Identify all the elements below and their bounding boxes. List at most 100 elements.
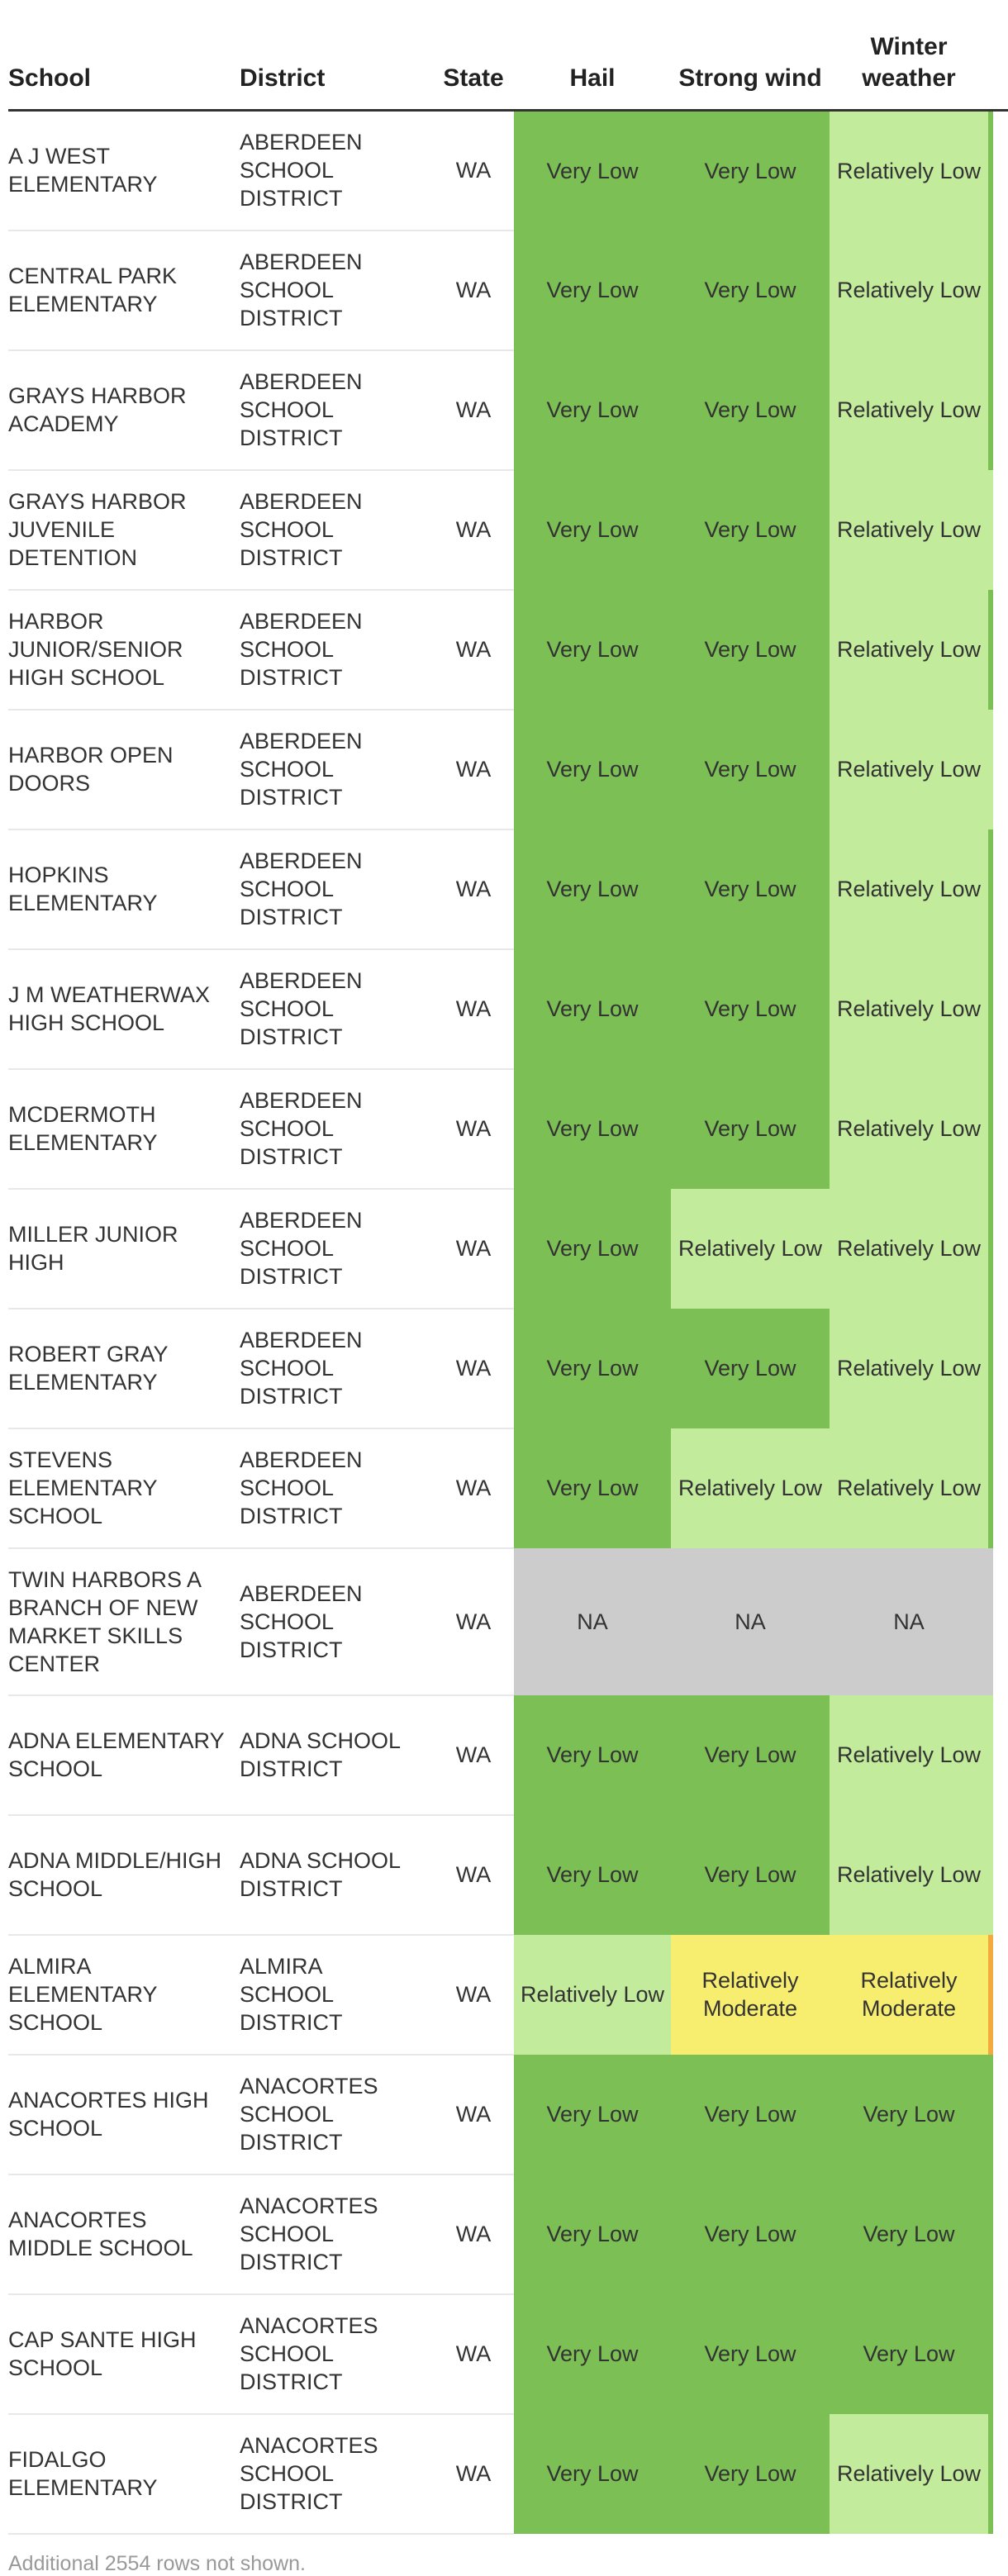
school-name-cell: CAP SANTE HIGH SCHOOL: [8, 2293, 240, 2415]
cut-off-risk-cell: [988, 709, 1008, 829]
school-name-cell: A J WEST ELEMENTARY: [8, 110, 240, 231]
column-header-district[interactable]: District: [240, 17, 433, 112]
strong-wind-risk-cell: NA: [671, 1547, 830, 1695]
table-row: GRAYS HARBOR JUVENILE DETENTION ABERDEEN …: [8, 469, 1008, 591]
cut-off-risk-cell: [988, 1428, 1008, 1548]
column-header-state[interactable]: State: [433, 17, 514, 112]
winter-weather-risk-cell: Relatively Low: [830, 110, 988, 231]
cut-off-risk-cell: [988, 1188, 1008, 1309]
table-row: STEVENS ELEMENTARY SCHOOL ABERDEEN SCHOOL…: [8, 1428, 1008, 1549]
hail-risk-cell: NA: [514, 1547, 671, 1695]
cut-off-risk-cell: [988, 1547, 1008, 1695]
table-row: A J WEST ELEMENTARY ABERDEEN SCHOOL DISTR…: [8, 110, 1008, 231]
school-name-cell: ANACORTES HIGH SCHOOL: [8, 2054, 240, 2175]
table-body: A J WEST ELEMENTARY ABERDEEN SCHOOL DISTR…: [8, 110, 1008, 2535]
column-header-hail[interactable]: Hail: [514, 17, 671, 112]
winter-weather-risk-cell: Relatively Low: [830, 1308, 988, 1428]
winter-weather-risk-cell: Relatively Low: [830, 1068, 988, 1189]
strong-wind-risk-cell: Very Low: [671, 1308, 830, 1428]
hail-risk-cell: Very Low: [514, 469, 671, 590]
state-cell: WA: [433, 1188, 514, 1309]
district-name-cell: ABERDEEN SCHOOL DISTRICT: [240, 1428, 433, 1549]
winter-weather-risk-cell: Relatively Low: [830, 1694, 988, 1815]
column-header-winter-weather[interactable]: Winter weather: [830, 17, 988, 112]
table-row: MCDERMOTH ELEMENTARY ABERDEEN SCHOOL DIST…: [8, 1068, 1008, 1190]
state-cell: WA: [433, 1934, 514, 2056]
district-name-cell: ADNA SCHOOL DISTRICT: [240, 1814, 433, 1936]
school-name-cell: ADNA ELEMENTARY SCHOOL: [8, 1694, 240, 1816]
winter-weather-risk-cell: Relatively Low: [830, 948, 988, 1069]
cut-off-risk-cell: [988, 230, 1008, 350]
hail-risk-cell: Very Low: [514, 948, 671, 1069]
strong-wind-risk-cell: Very Low: [671, 469, 830, 590]
school-name-cell: FIDALGO ELEMENTARY: [8, 2413, 240, 2535]
state-cell: WA: [433, 589, 514, 711]
cut-off-risk-cell: [988, 2413, 1008, 2534]
hail-risk-cell: Very Low: [514, 110, 671, 231]
state-cell: WA: [433, 1547, 514, 1696]
cut-off-risk-cell: [988, 110, 1008, 231]
school-name-cell: TWIN HARBORS A BRANCH OF NEW MARKET SKIL…: [8, 1547, 240, 1696]
strong-wind-risk-cell: Very Low: [671, 110, 830, 231]
school-risk-table: School District State Hail Strong wind W…: [8, 17, 1008, 2535]
column-header-strong-wind[interactable]: Strong wind: [671, 17, 830, 112]
table-row: HARBOR JUNIOR/SENIOR HIGH SCHOOL ABERDEEN…: [8, 589, 1008, 711]
school-name-cell: ROBERT GRAY ELEMENTARY: [8, 1308, 240, 1429]
table-row: MILLER JUNIOR HIGH ABERDEEN SCHOOL DISTRI…: [8, 1188, 1008, 1309]
hail-risk-cell: Very Low: [514, 1428, 671, 1548]
winter-weather-risk-cell: Relatively Low: [830, 469, 988, 590]
school-name-cell: HARBOR OPEN DOORS: [8, 709, 240, 830]
strong-wind-risk-cell: Very Low: [671, 230, 830, 350]
hail-risk-cell: Very Low: [514, 1188, 671, 1309]
table-row: GRAYS HARBOR ACADEMY ABERDEEN SCHOOL DIST…: [8, 349, 1008, 471]
table-row: HOPKINS ELEMENTARY ABERDEEN SCHOOL DISTRI…: [8, 829, 1008, 950]
cut-off-risk-cell: [988, 2174, 1008, 2294]
state-cell: WA: [433, 709, 514, 830]
state-cell: WA: [433, 2293, 514, 2415]
cut-off-risk-cell: [988, 1814, 1008, 1935]
winter-weather-risk-cell: NA: [830, 1547, 988, 1695]
hail-risk-cell: Very Low: [514, 2174, 671, 2294]
winter-weather-risk-cell: Relatively Low: [830, 709, 988, 829]
district-name-cell: ABERDEEN SCHOOL DISTRICT: [240, 469, 433, 591]
column-header-cut-off: [988, 17, 1008, 112]
state-cell: WA: [433, 2174, 514, 2295]
state-cell: WA: [433, 1694, 514, 1816]
column-header-school[interactable]: School: [8, 17, 240, 112]
winter-weather-risk-cell: Relatively Low: [830, 230, 988, 350]
district-name-cell: ABERDEEN SCHOOL DISTRICT: [240, 1547, 433, 1696]
state-cell: WA: [433, 2413, 514, 2535]
table-row: ROBERT GRAY ELEMENTARY ABERDEEN SCHOOL DI…: [8, 1308, 1008, 1429]
strong-wind-risk-cell: Relatively Moderate: [671, 1934, 830, 2055]
table-row: J M WEATHERWAX HIGH SCHOOL ABERDEEN SCHOO…: [8, 948, 1008, 1070]
strong-wind-risk-cell: Relatively Low: [671, 1188, 830, 1309]
school-name-cell: HARBOR JUNIOR/SENIOR HIGH SCHOOL: [8, 589, 240, 711]
winter-weather-risk-cell: Very Low: [830, 2293, 988, 2414]
hail-risk-cell: Very Low: [514, 1068, 671, 1189]
winter-weather-risk-cell: Relatively Low: [830, 829, 988, 949]
state-cell: WA: [433, 948, 514, 1070]
winter-weather-risk-cell: Relatively Low: [830, 2413, 988, 2534]
hail-risk-cell: Very Low: [514, 1814, 671, 1935]
state-cell: WA: [433, 469, 514, 591]
winter-weather-risk-cell: Relatively Low: [830, 589, 988, 710]
school-name-cell: STEVENS ELEMENTARY SCHOOL: [8, 1428, 240, 1549]
district-name-cell: ABERDEEN SCHOOL DISTRICT: [240, 230, 433, 351]
district-name-cell: ALMIRA SCHOOL DISTRICT: [240, 1934, 433, 2056]
strong-wind-risk-cell: Very Low: [671, 1814, 830, 1935]
strong-wind-risk-cell: Very Low: [671, 349, 830, 470]
winter-weather-risk-cell: Relatively Low: [830, 1188, 988, 1309]
district-name-cell: ABERDEEN SCHOOL DISTRICT: [240, 589, 433, 711]
table-row: ADNA MIDDLE/HIGH SCHOOL ADNA SCHOOL DISTR…: [8, 1814, 1008, 1936]
strong-wind-risk-cell: Very Low: [671, 709, 830, 829]
cut-off-risk-cell: [988, 469, 1008, 590]
strong-wind-risk-cell: Very Low: [671, 2054, 830, 2174]
state-cell: WA: [433, 2054, 514, 2175]
winter-weather-risk-cell: Very Low: [830, 2174, 988, 2294]
state-cell: WA: [433, 829, 514, 950]
hail-risk-cell: Very Low: [514, 2413, 671, 2534]
table-row: ANACORTES HIGH SCHOOL ANACORTES SCHOOL DI…: [8, 2054, 1008, 2175]
district-name-cell: ANACORTES SCHOOL DISTRICT: [240, 2174, 433, 2295]
state-cell: WA: [433, 1068, 514, 1190]
cut-off-risk-cell: [988, 2054, 1008, 2174]
